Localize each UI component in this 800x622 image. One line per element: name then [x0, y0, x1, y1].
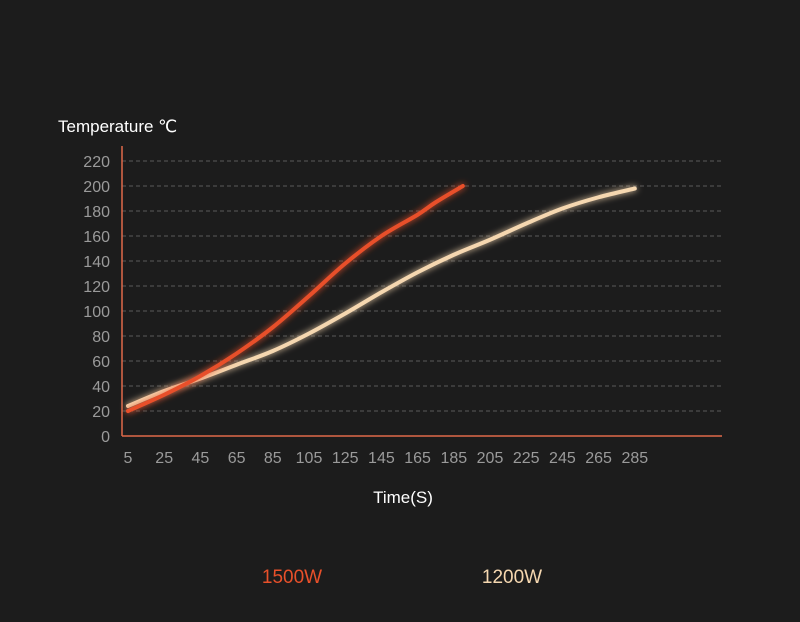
y-tick-label: 160 [83, 229, 110, 246]
x-tick-label: 265 [585, 450, 612, 467]
y-tick-label: 80 [92, 329, 110, 346]
x-tick-label: 45 [192, 450, 210, 467]
y-tick-label: 140 [83, 254, 110, 271]
x-tick-label: 285 [621, 450, 648, 467]
series-line-1200w [126, 186, 637, 408]
x-tick-label: 85 [264, 450, 282, 467]
x-tick-label: 145 [368, 450, 395, 467]
y-tick-label: 180 [83, 204, 110, 221]
x-tick-label: 65 [228, 450, 246, 467]
y-tick-label: 120 [83, 279, 110, 296]
x-tick-label: 245 [549, 450, 576, 467]
y-tick-label: 100 [83, 304, 110, 321]
legend-label-1200w: 1200W [482, 567, 542, 588]
x-tick-label: 205 [477, 450, 504, 467]
x-tick-label: 105 [296, 450, 323, 467]
y-tick-label: 40 [92, 379, 110, 396]
y-axis-label: Temperature ℃ [58, 117, 177, 136]
x-tick-label: 165 [404, 450, 431, 467]
series-line-1500w [126, 184, 465, 413]
y-tick-label: 220 [83, 154, 110, 171]
legend-label-1500w: 1500W [262, 567, 322, 588]
y-tick-label: 0 [101, 429, 110, 446]
y-tick-label: 60 [92, 354, 110, 371]
x-tick-label: 25 [155, 450, 173, 467]
y-tick-label: 200 [83, 179, 110, 196]
y-tick-label: 20 [92, 404, 110, 421]
x-axis-label: Time(S) [373, 488, 433, 507]
x-tick-label: 5 [124, 450, 133, 467]
x-tick-label: 225 [513, 450, 540, 467]
x-tick-label: 185 [440, 450, 467, 467]
x-tick-label: 125 [332, 450, 359, 467]
